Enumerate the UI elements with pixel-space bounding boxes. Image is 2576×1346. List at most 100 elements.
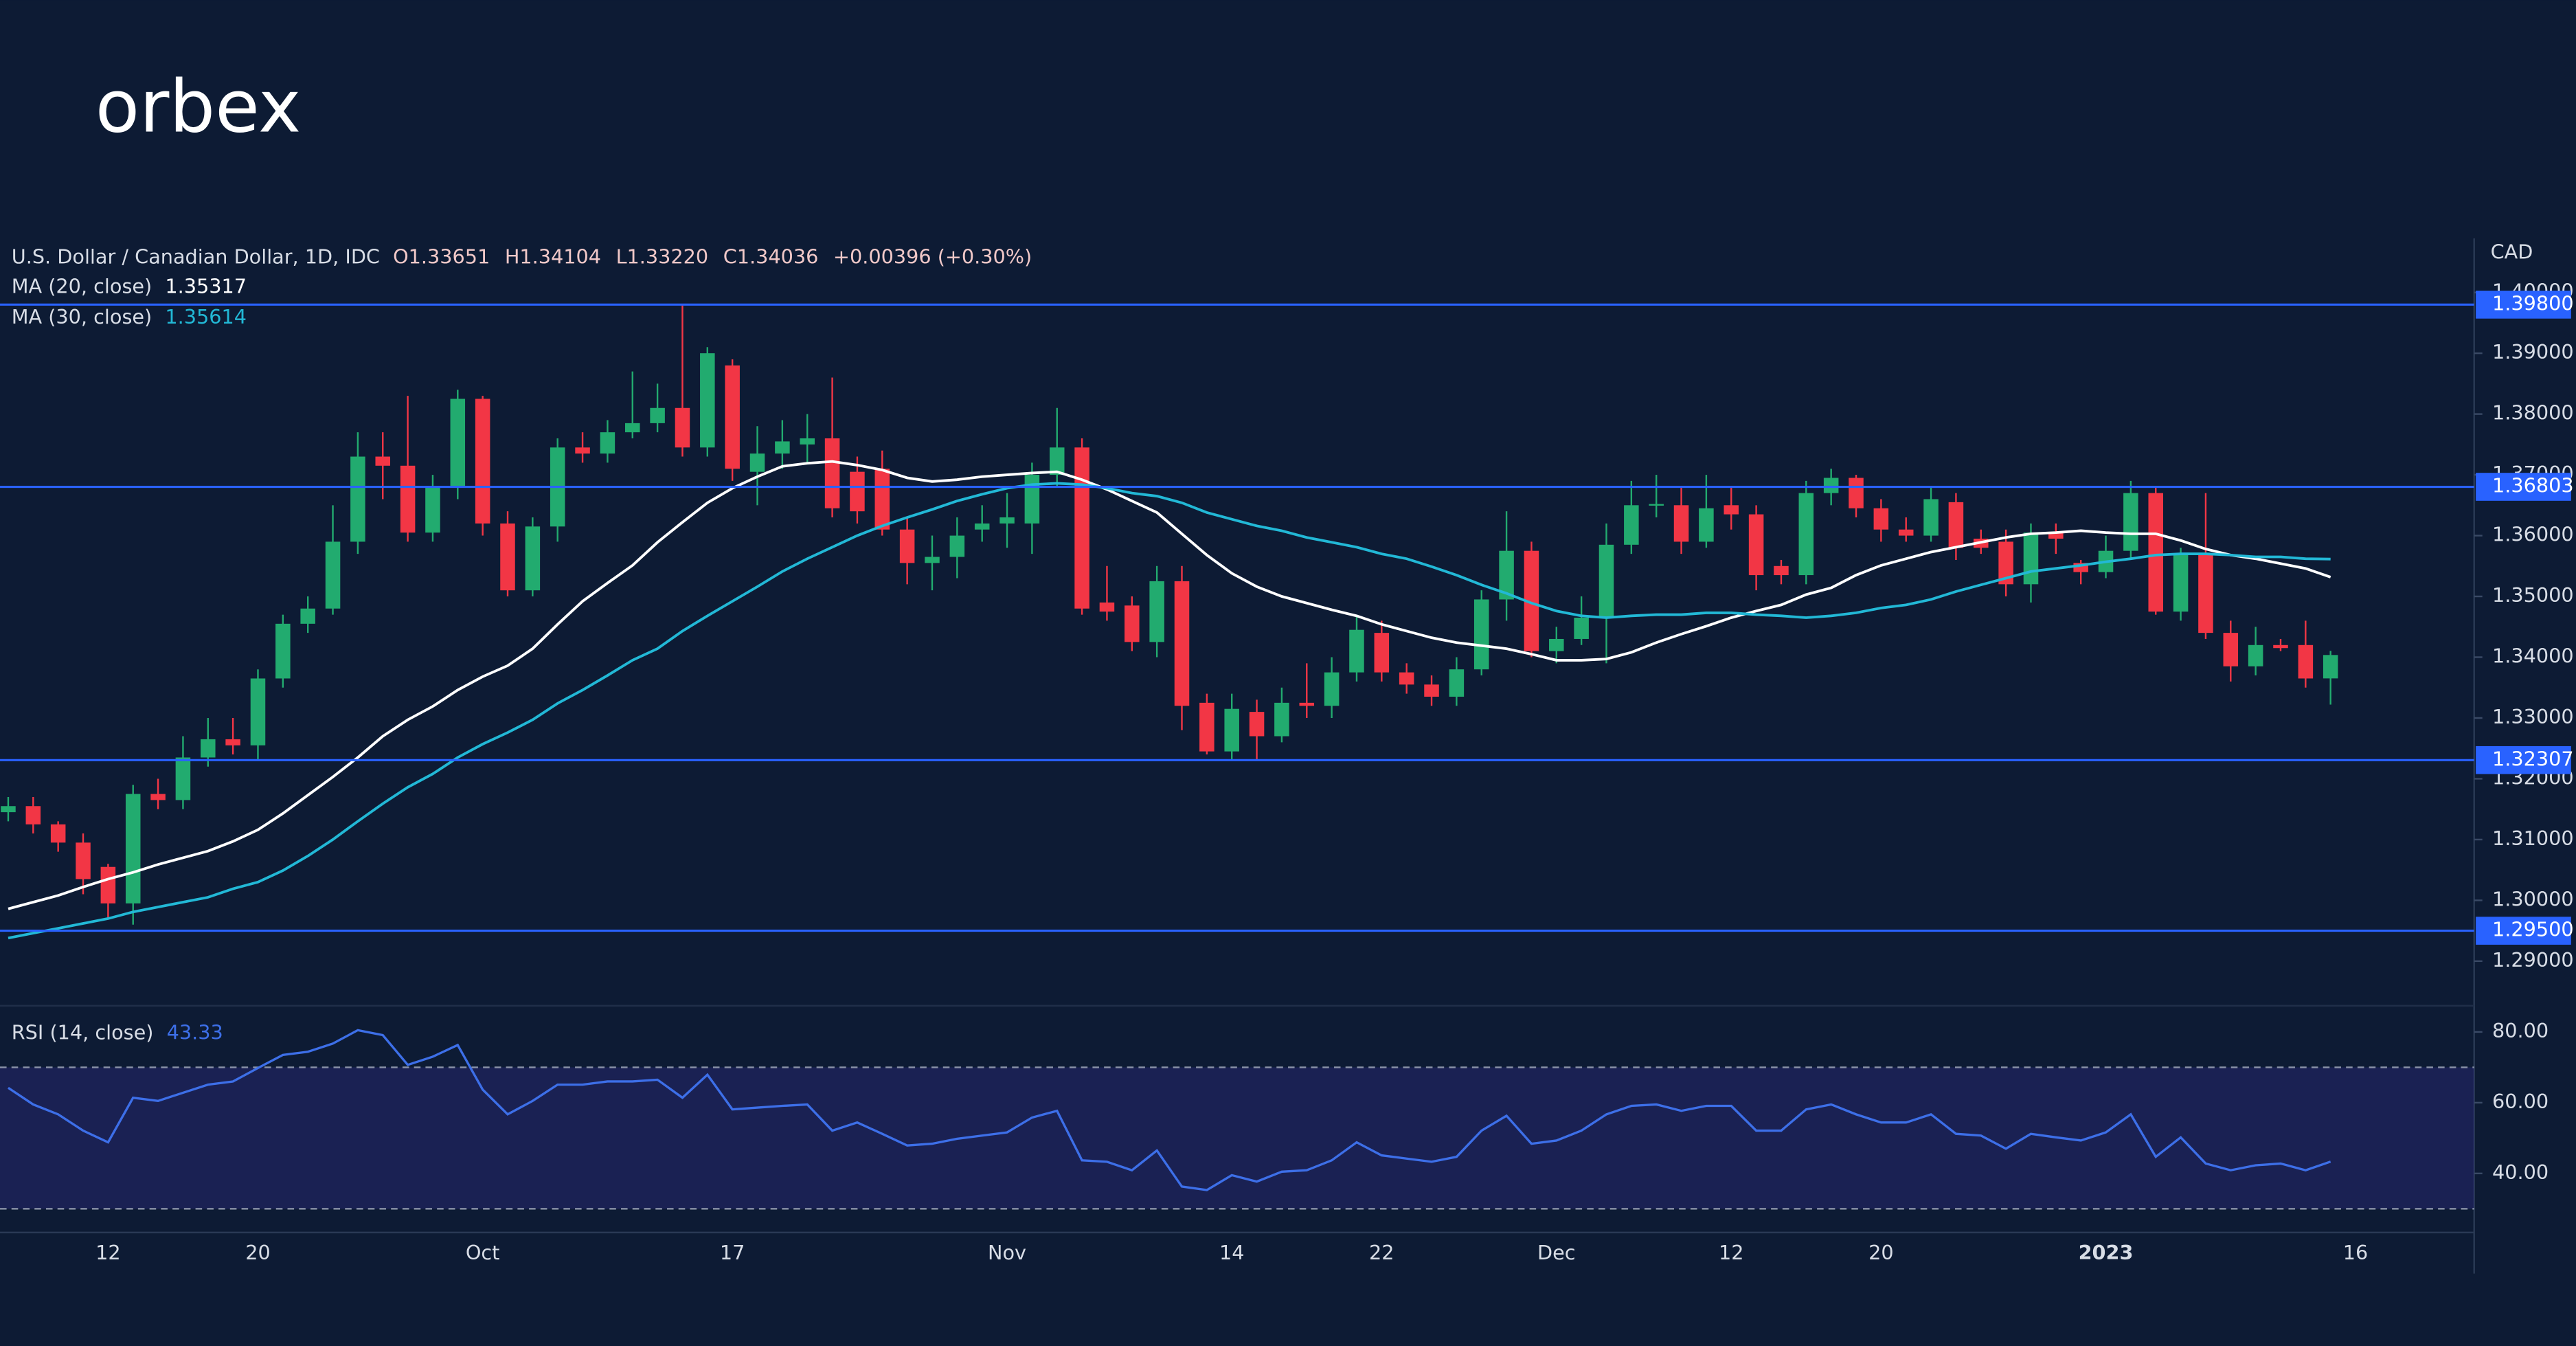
candle-body	[1748, 514, 1764, 576]
x-tick-label: Nov	[988, 1241, 1026, 1264]
rsi-y-tick-label: 60.00	[2492, 1090, 2549, 1113]
price-level-label: 1.36803	[2492, 474, 2574, 497]
candle-body	[1598, 544, 1614, 618]
candle-body	[1449, 669, 1465, 697]
candle-body	[850, 471, 865, 512]
candle-body	[1849, 478, 1864, 508]
candle-body	[1574, 617, 1589, 639]
candle-body	[1399, 672, 1414, 685]
candle-body	[999, 517, 1015, 524]
candle-body	[2173, 554, 2189, 612]
candle-body	[225, 739, 240, 745]
legend-value: 1.35317	[165, 275, 247, 298]
x-tick-label: Dec	[1537, 1241, 1576, 1264]
x-tick-label: 12	[1719, 1241, 1744, 1264]
candle-body	[201, 739, 216, 758]
ma-line	[8, 460, 2331, 910]
candle-body	[2298, 644, 2314, 679]
candle-body	[925, 557, 940, 563]
x-tick-label: 20	[245, 1241, 271, 1264]
candle-body	[749, 453, 765, 472]
candle-body	[76, 842, 91, 879]
candle-body	[425, 486, 440, 533]
legend-name: MA (20, close)	[12, 275, 152, 298]
candle-body	[1499, 550, 1514, 600]
candle-body	[1699, 508, 1714, 542]
candle-body	[275, 623, 291, 679]
candle-body	[600, 432, 615, 454]
candle-body	[1823, 478, 1839, 493]
y-tick-label: 1.36000	[2492, 523, 2574, 546]
y-tick-label: 1.30000	[2492, 887, 2574, 910]
brand-logo: orbex	[95, 65, 302, 149]
candle-body	[725, 365, 740, 469]
rsi-legend-value: 43.33	[167, 1020, 223, 1044]
candle-body	[525, 526, 541, 591]
chart-title: U.S. Dollar / Canadian Dollar, 1D, IDC	[12, 245, 380, 269]
candle-body	[800, 438, 815, 445]
rsi-y-tick-label: 80.00	[2492, 1019, 2549, 1042]
candle-body	[150, 794, 166, 800]
legend-name: MA (30, close)	[12, 305, 152, 328]
candle-body	[2148, 493, 2163, 612]
candle-body	[1374, 633, 1390, 673]
header-value: L1.33220	[616, 245, 709, 269]
candle-body	[1724, 505, 1739, 515]
x-tick-label: 20	[1868, 1241, 1894, 1264]
candle-body	[2048, 532, 2064, 539]
candle-body	[974, 523, 990, 530]
axis-unit: CAD	[2491, 240, 2533, 263]
candle-body	[350, 456, 365, 542]
header-value: +0.00396 (+0.30%)	[833, 245, 1032, 269]
candle-body	[2248, 644, 2263, 666]
candle-body	[949, 535, 965, 557]
x-tick-label: Oct	[466, 1241, 500, 1264]
candle-body	[1649, 504, 1664, 506]
candle-body	[1473, 599, 1489, 670]
candle-body	[1125, 605, 1140, 642]
x-tick-label: 22	[1369, 1241, 1394, 1264]
candle-body	[1998, 541, 2013, 585]
price-level-tag	[2476, 745, 2571, 774]
price-level-tag	[2476, 291, 2571, 319]
candle-body	[250, 678, 266, 745]
candle-body	[2273, 644, 2288, 649]
candle-body	[400, 465, 416, 533]
candle-body	[1099, 602, 1115, 612]
candle-body	[100, 866, 116, 904]
candle-body	[1024, 475, 1040, 524]
price-level-tag	[2476, 473, 2571, 501]
candle-body	[775, 441, 790, 454]
candle-body	[1074, 447, 1089, 609]
candle-body	[1174, 581, 1190, 706]
price-level-tag	[2476, 917, 2571, 945]
x-tick-label: 17	[720, 1241, 745, 1264]
rsi-band	[0, 1067, 2474, 1209]
rsi-legend-name: RSI (14, close)	[12, 1020, 154, 1044]
x-tick-label: 16	[2343, 1241, 2369, 1264]
legend-value: 1.35614	[165, 305, 247, 328]
candle-body	[175, 757, 191, 800]
y-tick-label: 1.38000	[2492, 401, 2574, 425]
y-tick-label: 1.31000	[2492, 827, 2574, 850]
candle-body	[675, 407, 690, 448]
candle-body	[325, 541, 341, 609]
candle-body	[1249, 712, 1265, 737]
candle-body	[2123, 493, 2138, 551]
header-value: C1.34036	[723, 245, 819, 269]
candle-body	[1673, 505, 1689, 542]
candle-body	[1324, 672, 1340, 706]
candle-body	[50, 824, 66, 843]
candle-body	[1923, 499, 1939, 536]
header-value: H1.34104	[505, 245, 601, 269]
y-tick-label: 1.39000	[2492, 340, 2574, 363]
candle-body	[1898, 529, 1914, 536]
candle-body	[125, 794, 141, 904]
candle-body	[824, 438, 840, 508]
candle-body	[25, 806, 41, 825]
candle-body	[500, 523, 515, 591]
price-level-label: 1.32307	[2492, 747, 2574, 770]
candle-body	[450, 399, 466, 487]
